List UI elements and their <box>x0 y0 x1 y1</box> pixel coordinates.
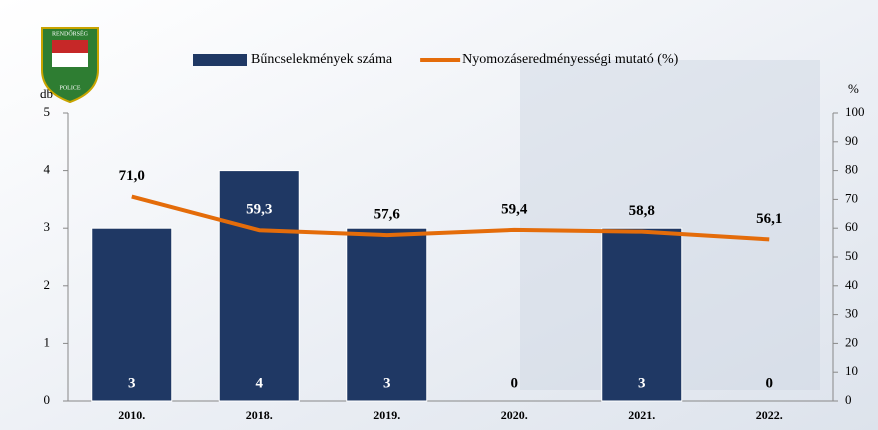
y2-tick-label: 80 <box>845 162 858 177</box>
logo-bottom-text: POLICE <box>60 85 81 91</box>
legend-label: Bűncselekmények száma <box>251 52 393 67</box>
x-tick-label: 2018. <box>246 408 273 422</box>
y2-tick-label: 70 <box>845 190 858 205</box>
y-tick-label: 1 <box>44 334 51 349</box>
line-value-label: 58,8 <box>629 203 655 219</box>
bar-value-label: 3 <box>638 375 646 391</box>
logo: RENDŐRSÉG POLICE <box>41 27 99 104</box>
y-tick-label: 5 <box>44 104 51 119</box>
legend-label: Nyomozáseredményességi mutató (%) <box>462 52 678 67</box>
x-tick-label: 2020. <box>501 408 528 422</box>
y2-tick-label: 60 <box>845 219 858 234</box>
y2-tick-label: 90 <box>845 133 858 148</box>
x-tick-label: 2022. <box>756 408 783 422</box>
legend-swatch <box>193 54 247 66</box>
y-axis-title: db <box>40 86 53 101</box>
line-value-label: 71,0 <box>119 168 145 184</box>
y-tick-label: 4 <box>44 162 51 177</box>
x-tick-label: 2019. <box>373 408 400 422</box>
line-value-label: 56,1 <box>756 211 782 227</box>
y2-axis-title: % <box>848 81 859 96</box>
line-value-label: 59,3 <box>246 202 272 218</box>
y-tick-label: 2 <box>44 277 51 292</box>
y2-tick-label: 50 <box>845 248 858 263</box>
x-tick-label: 2010. <box>118 408 145 422</box>
bar-value-label: 0 <box>511 375 519 391</box>
y-tick-label: 3 <box>44 219 51 234</box>
y2-tick-label: 30 <box>845 306 858 321</box>
y2-tick-label: 10 <box>845 363 858 378</box>
y-tick-label: 0 <box>44 392 51 407</box>
line <box>131 194 770 242</box>
y2-tick-label: 40 <box>845 277 858 292</box>
bar-value-label: 3 <box>128 375 136 391</box>
y2-tick-label: 0 <box>845 392 852 407</box>
bar <box>601 227 683 402</box>
line-value-label: 59,4 <box>501 201 528 217</box>
bar <box>91 227 173 402</box>
bar <box>218 170 300 402</box>
y2-tick-label: 100 <box>845 104 865 119</box>
logo-top-text: RENDŐRSÉG <box>52 29 89 37</box>
line-value-label: 57,6 <box>374 207 401 223</box>
bar-value-label: 3 <box>383 375 391 391</box>
bar-value-label: 0 <box>766 375 774 391</box>
y2-tick-label: 20 <box>845 334 858 349</box>
bar-value-label: 4 <box>256 375 264 391</box>
x-tick-label: 2021. <box>628 408 655 422</box>
bar <box>346 227 428 402</box>
